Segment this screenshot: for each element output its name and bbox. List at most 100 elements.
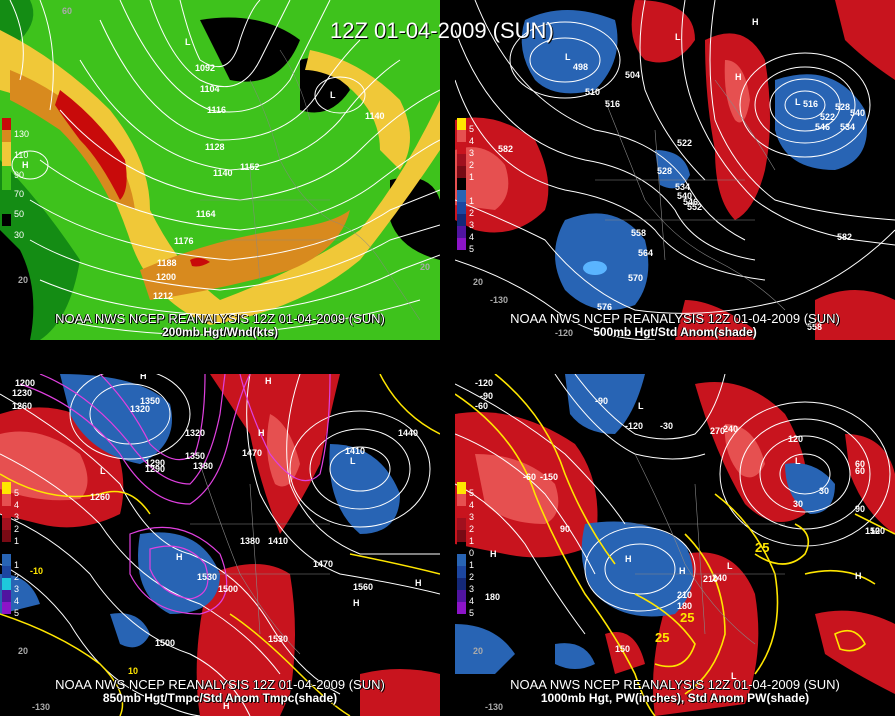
low-marker: L bbox=[675, 32, 681, 42]
high-marker: H bbox=[490, 549, 497, 559]
panel-500mb: L L L H H 498 504 510 516 522 528 534 54… bbox=[455, 0, 895, 340]
contour-label: 1176 bbox=[174, 236, 194, 246]
high-marker: H bbox=[679, 566, 686, 576]
low-marker: L bbox=[731, 671, 737, 681]
contour-label: 546 bbox=[815, 122, 830, 132]
legend-label: 2 bbox=[469, 160, 475, 170]
high-marker: H bbox=[265, 376, 272, 386]
legend-label: 2 bbox=[469, 208, 475, 218]
contour-label: 558 bbox=[631, 228, 646, 238]
legend-label: 1 bbox=[14, 536, 20, 546]
contour-label: 1320 bbox=[185, 428, 205, 438]
contour-label: -120 bbox=[625, 421, 643, 431]
contour-label: 1560 bbox=[353, 582, 373, 592]
contour-label: 1212 bbox=[153, 291, 173, 301]
contour-label: 1410 bbox=[268, 536, 288, 546]
caption-field: 200mb Hgt/Wnd(kts) bbox=[161, 325, 278, 339]
legend-label: 3 bbox=[469, 584, 475, 594]
caption-source: NOAA NWS NCEP REANALYSIS 12Z 01-04-2009 … bbox=[55, 311, 385, 326]
contour-label: -90 bbox=[595, 396, 608, 406]
contour-label: 504 bbox=[625, 70, 640, 80]
contour-label: 1350 bbox=[140, 396, 160, 406]
high-marker: H bbox=[415, 578, 422, 588]
contour-label: 534 bbox=[840, 122, 855, 132]
high-marker: H bbox=[22, 160, 29, 170]
legend-label: 5 bbox=[469, 608, 475, 618]
contour-label: 570 bbox=[628, 273, 643, 283]
contour-label: 210 bbox=[703, 574, 718, 584]
contour-label: 90 bbox=[855, 504, 865, 514]
contour-label: 558 bbox=[807, 322, 822, 332]
pw-label: 25 bbox=[755, 540, 769, 555]
contour-label: 1500 bbox=[155, 638, 175, 648]
low-marker: L bbox=[638, 401, 644, 411]
contour-label: 1500 bbox=[218, 584, 238, 594]
contour-label: 564 bbox=[638, 248, 653, 258]
low-marker: L bbox=[727, 561, 733, 571]
contour-label: 1350 bbox=[185, 451, 205, 461]
panel-200mb: L L H 1092 1104 1116 1128 1140 1152 1164… bbox=[0, 0, 440, 340]
low-marker: L bbox=[795, 97, 801, 107]
legend-label: 1 bbox=[469, 560, 475, 570]
legend-label: 4 bbox=[14, 500, 20, 510]
caption-field: 850mb Hgt/Tmpc/Std Anom Tmpc(shade) bbox=[102, 691, 338, 705]
contour-label: 1380 bbox=[193, 461, 213, 471]
legend-label: 3 bbox=[14, 584, 20, 594]
high-marker: H bbox=[625, 554, 632, 564]
legend-label: 3 bbox=[469, 220, 475, 230]
contour-label: 1260 bbox=[90, 492, 110, 502]
contour-label: 1116 bbox=[207, 105, 226, 115]
legend-label: 90 bbox=[14, 170, 25, 180]
legend-label: 4 bbox=[469, 596, 475, 606]
pw-label: 25 bbox=[655, 630, 669, 645]
contour-label: -60 bbox=[523, 472, 536, 482]
contour-label: 522 bbox=[677, 138, 692, 148]
legend-label: 2 bbox=[469, 524, 475, 534]
contour-label: 1260 bbox=[12, 401, 32, 411]
legend-label: 0 bbox=[469, 548, 475, 558]
contour-label: 1164 bbox=[196, 209, 216, 219]
legend-label: 50 bbox=[14, 209, 25, 219]
legend-label: 2 bbox=[14, 572, 20, 582]
legend-label: 30 bbox=[14, 230, 25, 240]
latitude-label: 20 bbox=[473, 646, 483, 656]
contour-label: 1470 bbox=[242, 448, 262, 458]
map-1000mb: L L L L H H H H -120 -90 -60 -30 30 60 9… bbox=[455, 374, 895, 716]
contour-label: 1140 bbox=[365, 111, 385, 121]
high-marker: H bbox=[855, 571, 862, 581]
contour-label: 552 bbox=[687, 202, 702, 212]
contour-label: 120 bbox=[788, 434, 803, 444]
legend-label: 4 bbox=[14, 596, 20, 606]
contour-label: 90 bbox=[560, 524, 570, 534]
legend-label: 110 bbox=[14, 150, 29, 160]
legend-label: 3 bbox=[469, 148, 475, 158]
contour-label: 240 bbox=[712, 573, 727, 583]
legend-label: 2 bbox=[14, 524, 20, 534]
longitude-label: -130 bbox=[32, 702, 50, 712]
contour-label: 1152 bbox=[240, 162, 260, 172]
contour-label: 510 bbox=[585, 87, 600, 97]
contour-label: 516 bbox=[605, 99, 620, 109]
legend-label: 5 bbox=[14, 608, 20, 618]
contour-label: 1530 bbox=[197, 572, 217, 582]
contour-label: 576 bbox=[597, 302, 612, 312]
contour-label: 1104 bbox=[200, 84, 220, 94]
contour-label: 528 bbox=[657, 166, 672, 176]
low-marker: L bbox=[350, 456, 356, 466]
caption-source: NOAA NWS NCEP REANALYSIS 12Z 01-04-2009 … bbox=[55, 677, 385, 692]
contour-label: 1290 bbox=[145, 458, 165, 468]
map-500mb: L L L H H 498 504 510 516 522 528 534 54… bbox=[455, 0, 895, 340]
legend-label: 1 bbox=[469, 172, 475, 182]
contour-label: 1410 bbox=[345, 446, 365, 456]
contour-label: 522 bbox=[820, 112, 835, 122]
contour-label: 60 bbox=[855, 459, 865, 469]
latitude-label: 20 bbox=[420, 262, 430, 272]
contour-label: 1128 bbox=[205, 142, 225, 152]
pw-anomaly-legend: 5 4 3 2 1 0 1 2 3 4 5 bbox=[457, 482, 474, 618]
panel-850mb: H H H H H H H L L 1200 1230 1260 1290 13… bbox=[0, 374, 440, 716]
contour-label: 1530 bbox=[268, 634, 288, 644]
contour-label: 210 bbox=[677, 590, 692, 600]
high-marker: H bbox=[735, 72, 742, 82]
low-marker: L bbox=[185, 37, 191, 47]
longitude-label: -130 bbox=[490, 295, 508, 305]
